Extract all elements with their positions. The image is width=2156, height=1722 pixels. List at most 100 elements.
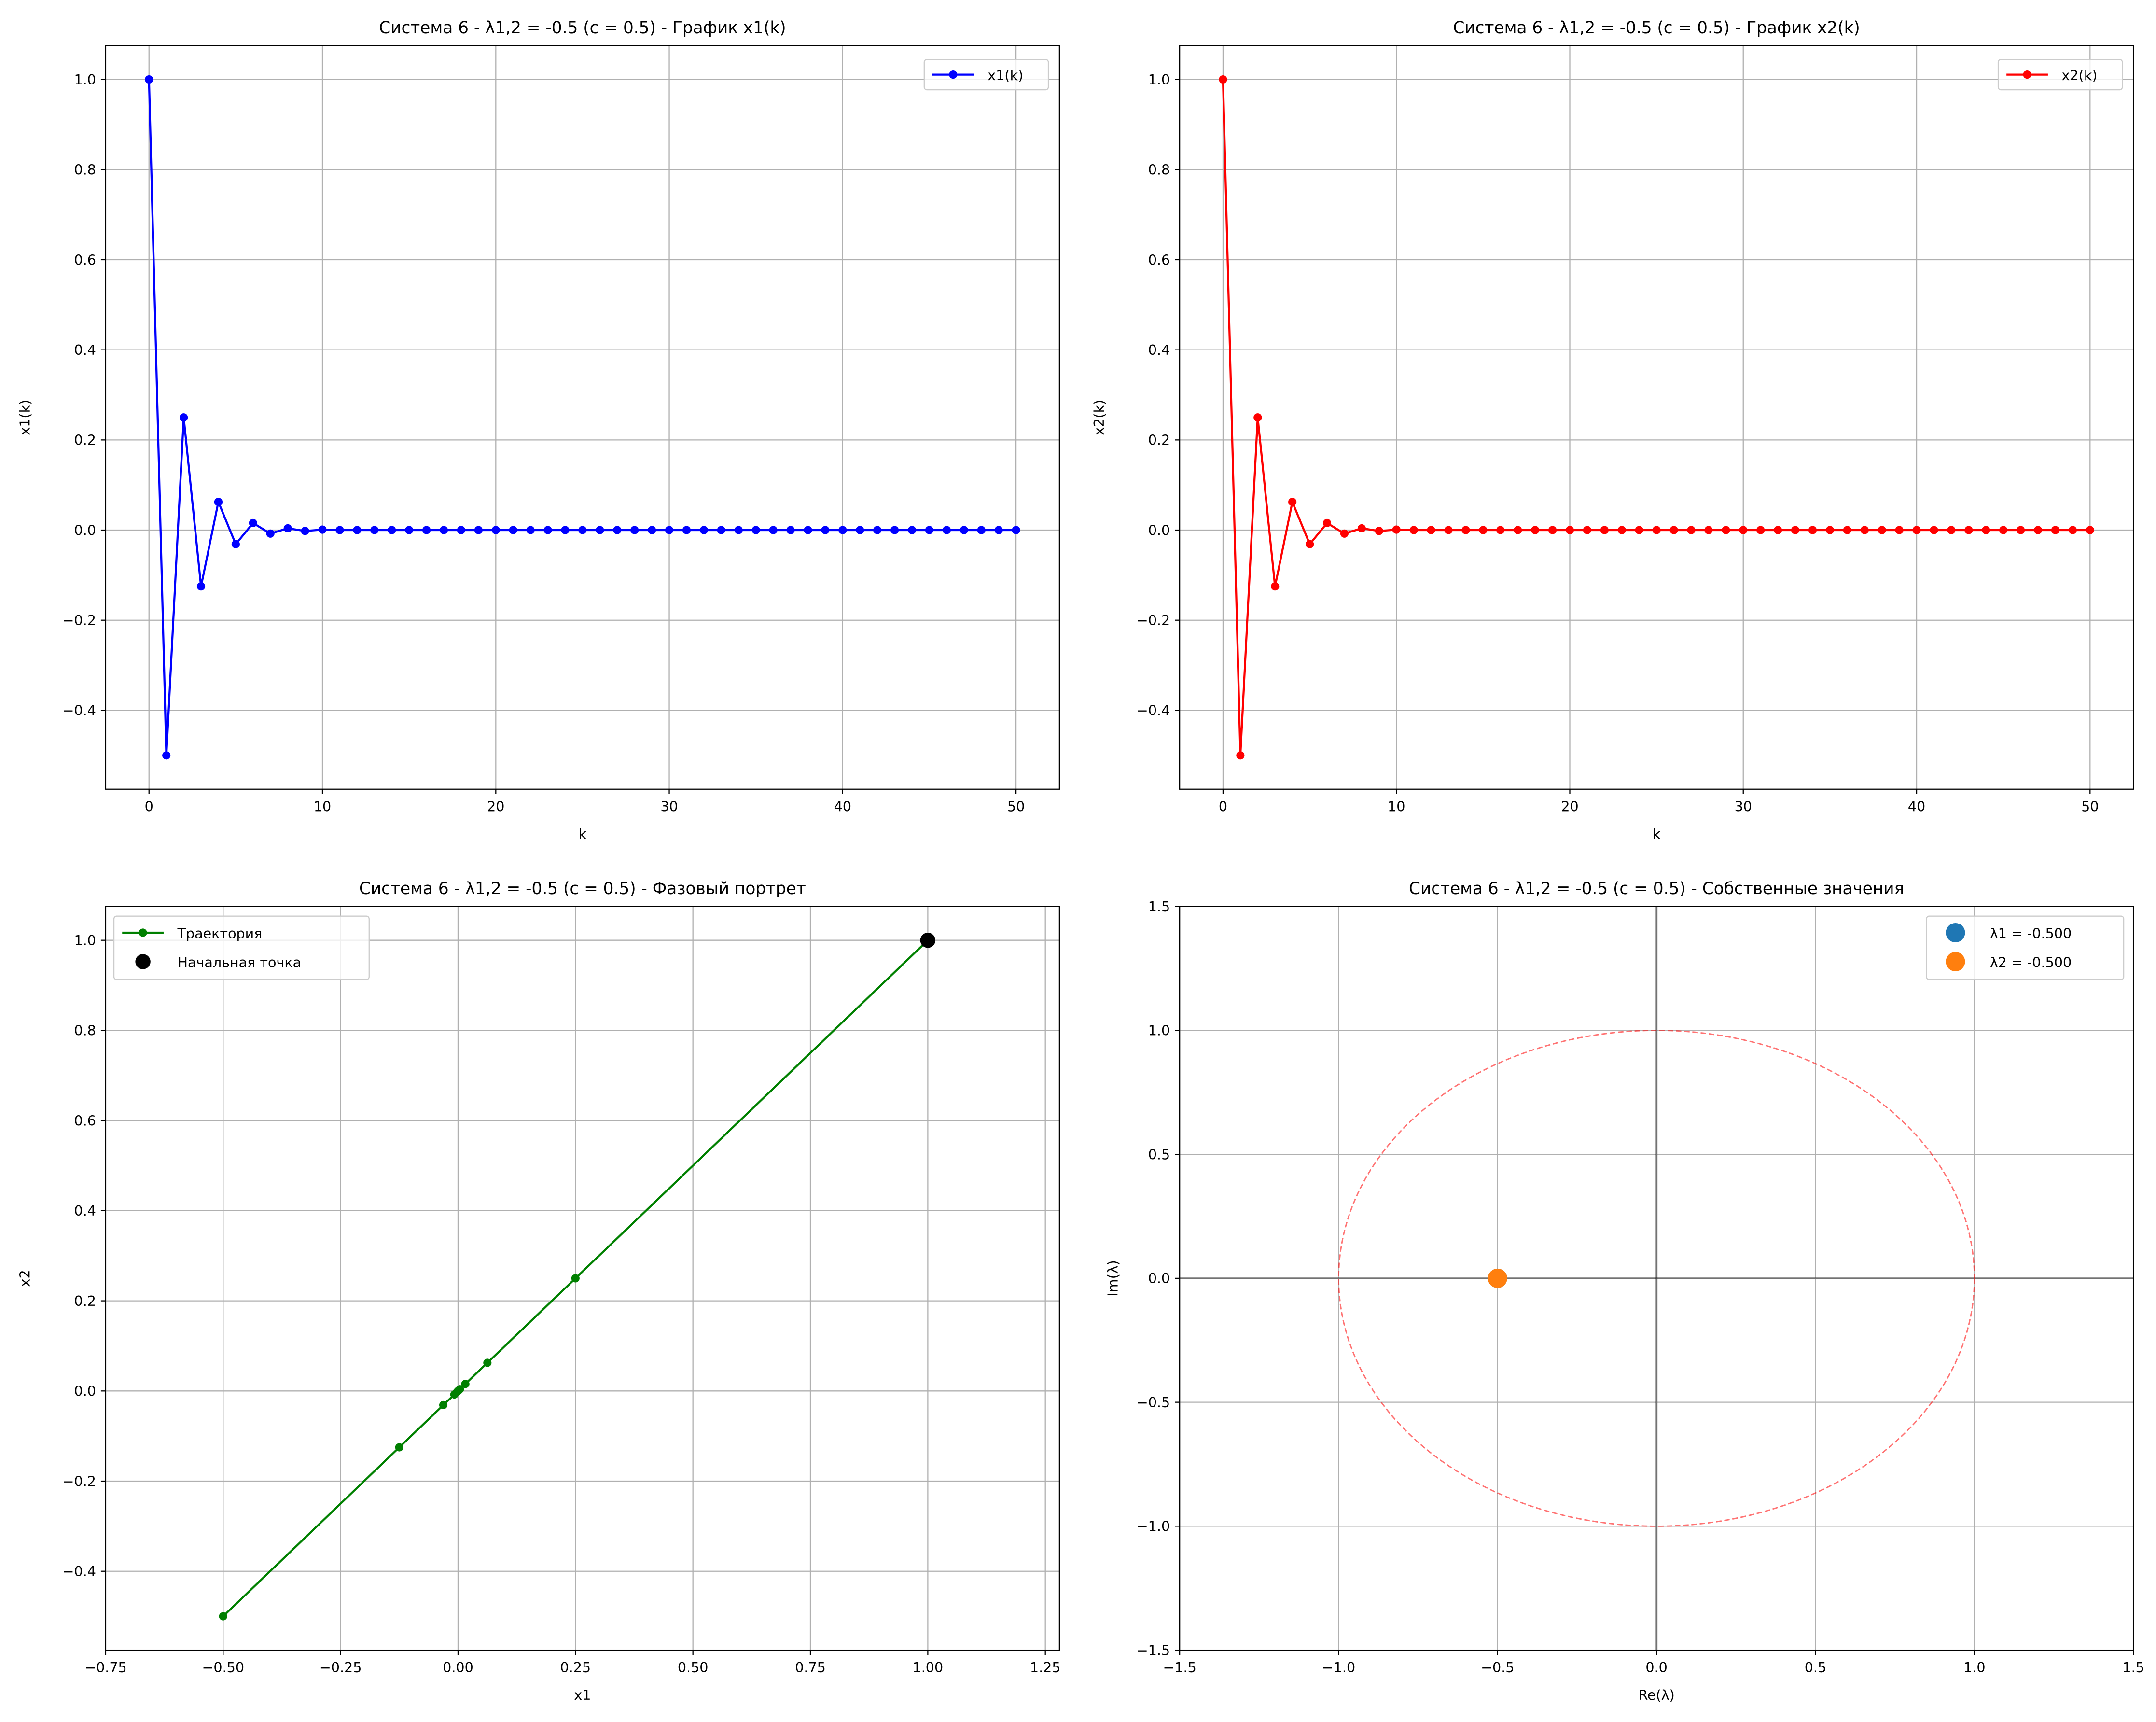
x-axis-label: k [1653,826,1661,842]
legend-marker [1946,952,1965,972]
legend: Траектория Начальная точка [113,915,370,980]
legend-marker [135,954,151,969]
y-tick-label: 0.8 [74,162,96,178]
y-tick-label: 0.2 [1148,432,1170,448]
data-point [1514,526,1522,534]
data-point [249,518,257,528]
legend-label: Траектория [177,925,263,941]
data-point [734,526,743,534]
x-tick-label: 0.50 [678,1659,709,1676]
data-point [1012,526,1020,534]
data-point [180,413,188,422]
data-point [2017,526,2025,534]
y-tick-label: −1.0 [1137,1518,1170,1535]
legend: x2(k) [1997,59,2123,91]
data-point [977,526,986,534]
data-point [1860,526,1869,534]
trajectory-point [219,1612,227,1621]
x-tick-label: 20 [487,798,504,814]
y-tick-label: 1.5 [1148,898,1170,915]
trajectory-point [439,1400,448,1410]
x-axis-label: k [579,826,587,842]
data-point [1774,526,1782,534]
y-tick-label: 0.0 [74,1383,96,1400]
start-point [920,932,936,948]
x-axis-label: x1 [574,1687,591,1703]
legend-label: Начальная точка [178,954,302,970]
x-tick-label: 30 [660,798,678,814]
x-tick-label: 1.0 [1963,1659,1985,1676]
data-point [543,526,552,534]
data-point [1947,526,1956,534]
data-point [283,524,292,532]
y-axis-label: x1(k) [17,400,33,435]
data-point [405,526,414,534]
y-tick-label: 0.2 [74,432,96,448]
data-point [1600,526,1609,534]
data-point [1479,526,1488,534]
y-tick-label: 0.8 [74,1022,96,1039]
x-tick-label: 40 [834,798,851,814]
x-tick-label: 0 [145,798,153,814]
x-tick-label: 0.5 [1805,1659,1826,1676]
chart-4: −1.5 −1.0 −0.5 0.0 0.5 1.0 1.5 −1.5 −1.0 −0.5 0.0 0… [1105,879,2144,1703]
legend-marker [139,928,147,937]
data-point [786,526,795,534]
data-point [388,526,396,534]
data-point [1895,526,1904,534]
axes-frame [105,906,1060,1651]
x-tick-label: −0.50 [202,1659,245,1676]
legend-box [1997,59,2123,91]
legend-box [113,915,370,980]
legend-marker [1946,923,1965,942]
y-tick-label: −0.4 [63,1563,96,1580]
x-tick-label: 0.25 [560,1659,591,1676]
y-tick-label: 0.6 [74,252,96,268]
data-point [699,526,708,534]
data-point [1912,526,1921,534]
axes-frame [1179,906,2134,1651]
data-point [1843,526,1851,534]
grid [105,906,1059,1651]
y-tick-label: −0.2 [1137,612,1170,629]
x-tick-label: 10 [1388,798,1405,814]
data-point [2068,526,2077,534]
data-point [1964,526,1973,534]
data-point [1583,526,1591,534]
x-tick-label: 50 [1007,798,1025,814]
data-point [145,75,153,84]
y-tick-label: −0.2 [63,612,96,629]
data-point [1340,529,1349,538]
x-tick-label: 1.00 [913,1659,944,1676]
y-tick-label: 0.4 [74,342,96,358]
x-tick-label: 30 [1735,798,1752,814]
x-axis-label: Re(λ) [1638,1687,1674,1703]
y-tick-label: −0.5 [1137,1394,1170,1411]
figure-content: 0 10 20 30 40 50 −0.4 −0.2 0.0 0.2 0.4 0.6 0.8 1.0 Сис… [17,18,2144,1703]
data-point [526,526,535,534]
data-point [1357,524,1366,532]
legend-marker [2023,70,2031,79]
data-point [1322,518,1332,528]
legend-label: λ1 = -0.500 [1990,925,2072,941]
y-tick-label: 1.0 [74,932,96,949]
chart-3: −0.75 −0.50 −0.25 0.00 0.25 0.50 0.75 1.00 1.25 −… [17,879,1061,1703]
data-point [1930,526,1938,534]
data-point [1739,526,1748,534]
x-tick-label: −0.75 [84,1659,127,1676]
data-point [1236,751,1245,760]
data-point [1687,526,1696,534]
data-point [1444,526,1453,534]
x-tick-label: 1.5 [2122,1659,2144,1676]
legend-label: x2(k) [2062,67,2098,84]
data-point [838,526,847,534]
y-tick-label: 0.0 [1148,1270,1170,1287]
data-point [1808,526,1817,534]
data-point [1306,540,1314,548]
chart-title: Система 6 - λ1,2 = -0.5 (c = 0.5) - Собс… [1409,879,1904,898]
legend: λ1 = -0.500 λ2 = -0.500 [1926,915,2125,980]
chart-title: Система 6 - λ1,2 = -0.5 (c = 0.5) - Граф… [379,18,786,38]
y-axis-label: x2 [17,1270,33,1287]
data-point [231,540,240,548]
